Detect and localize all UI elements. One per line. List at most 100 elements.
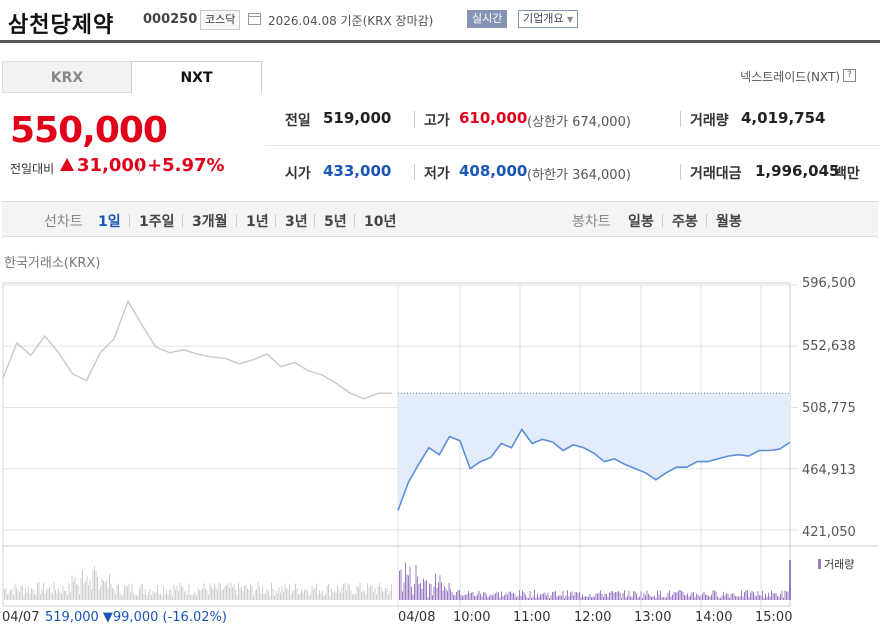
volume-bar: [489, 595, 490, 600]
volume-bar: [568, 596, 570, 600]
period-3m[interactable]: 3개월: [192, 214, 228, 230]
volume-bar: [35, 595, 37, 600]
volume-bar: [678, 590, 679, 600]
period-10y[interactable]: 10년: [364, 214, 397, 230]
volume-bar: [349, 584, 350, 600]
volume-bar: [726, 593, 727, 600]
volume-bar: [61, 593, 62, 600]
volume-bar: [302, 592, 304, 600]
y-tick-label: 596,500: [802, 276, 856, 291]
tab-nxt[interactable]: NXT: [131, 61, 262, 93]
volume-bar: [310, 595, 311, 600]
volume-bar: [436, 587, 438, 600]
volume-bar: [58, 588, 59, 600]
volume-bar: [28, 586, 29, 600]
volume-bar: [347, 582, 349, 600]
volume-bar: [685, 595, 687, 600]
period-3y[interactable]: 3년: [285, 214, 308, 230]
volume-bar: [385, 588, 386, 600]
volume-bar: [417, 576, 418, 600]
volume-bar: [513, 592, 514, 600]
volume-bar: [700, 595, 702, 600]
volume-bar: [242, 590, 244, 600]
volume-bar: [649, 595, 651, 600]
period-1y[interactable]: 1년: [246, 214, 269, 230]
volume-bar: [664, 597, 666, 600]
volume-bar: [40, 594, 41, 600]
volume-bar: [406, 574, 408, 600]
volume-bar: [453, 594, 454, 600]
volume-bar: [481, 596, 483, 600]
volume-bar: [507, 594, 508, 600]
price-change: 31,000: [77, 155, 147, 176]
period-5y[interactable]: 5년: [324, 214, 347, 230]
period-monthly-candle[interactable]: 월봉: [716, 214, 742, 230]
volume-bar: [708, 595, 709, 600]
period-separator: [182, 214, 183, 227]
tab-krx[interactable]: KRX: [2, 61, 132, 93]
volume-bar: [283, 591, 284, 600]
volume-bar: [615, 591, 616, 600]
volume-bar: [679, 590, 681, 600]
volume-bar: [358, 587, 359, 600]
volume-bar: [610, 591, 612, 600]
volume-bar: [304, 590, 305, 600]
volume-bar: [230, 582, 232, 600]
volume-bar: [319, 590, 320, 600]
volume-bar: [738, 596, 739, 600]
volume-bar: [559, 595, 561, 600]
volume-bar: [250, 583, 251, 600]
open-value: 433,000: [323, 162, 392, 180]
volume-bar: [477, 594, 478, 600]
help-icon[interactable]: ?: [843, 69, 856, 82]
volume-bar: [47, 588, 49, 600]
volume-bar: [532, 596, 534, 600]
volume-bar: [365, 593, 367, 600]
volume-bar: [561, 596, 562, 600]
volume-bar: [457, 589, 459, 600]
volume-bar: [130, 592, 131, 600]
period-daily-candle[interactable]: 일봉: [628, 214, 654, 230]
volume-bar: [684, 595, 685, 600]
volume-bar: [208, 594, 209, 600]
volume-bar: [573, 595, 574, 600]
volume-bar: [11, 588, 13, 600]
period-1w[interactable]: 1주일: [139, 214, 175, 230]
volume-bar: [248, 589, 250, 600]
y-tick-label: 508,775: [802, 401, 856, 416]
volume-bar: [640, 591, 642, 600]
volume-bar: [478, 591, 480, 600]
volume-bar: [570, 592, 571, 600]
company-overview-dropdown[interactable]: 기업개요 ▼: [518, 10, 579, 28]
price-chart[interactable]: [0, 270, 880, 610]
volume-bar: [134, 595, 136, 600]
volume-bar: [22, 586, 23, 600]
volume-bar: [163, 587, 164, 600]
stats-divider: [265, 145, 880, 146]
volume-bar: [286, 587, 287, 600]
volume-bar: [753, 592, 754, 600]
stat-separator: [414, 164, 415, 180]
period-1d[interactable]: 1일: [98, 214, 121, 230]
volume-bar: [52, 593, 53, 600]
volume-bar: [370, 584, 371, 600]
volume-bar: [172, 595, 173, 600]
volume-bar: [547, 592, 549, 600]
volume-bar: [313, 589, 314, 600]
volume-bar: [379, 582, 380, 600]
volume-bar: [637, 597, 639, 600]
volume-bar: [245, 585, 247, 600]
volume-bar: [763, 597, 765, 600]
volume-bar: [203, 583, 205, 600]
period-weekly-candle[interactable]: 주봉: [672, 214, 698, 230]
period-separator: [314, 214, 315, 227]
volume-bar: [325, 594, 326, 600]
volume-bar: [301, 589, 302, 600]
volume-bar: [29, 593, 31, 600]
volume-bar: [328, 584, 329, 600]
realtime-button[interactable]: 실시간: [467, 10, 508, 28]
volume-bar: [211, 586, 212, 600]
period-separator: [662, 214, 663, 227]
volume-bar: [444, 586, 445, 600]
volume-bar: [113, 589, 115, 600]
